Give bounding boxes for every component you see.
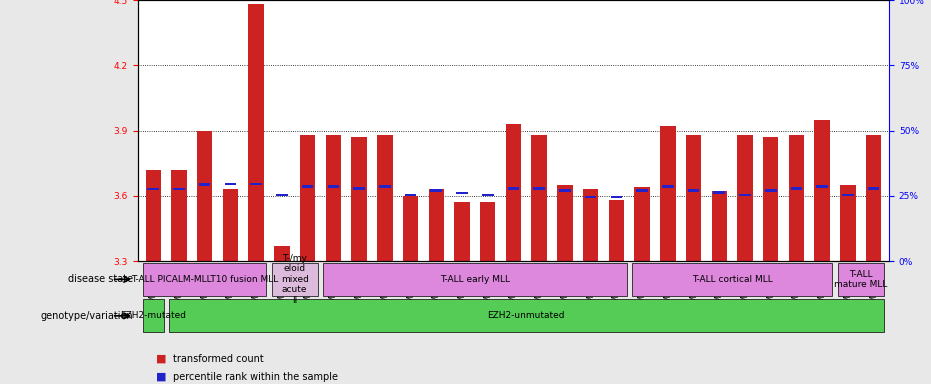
Bar [249, 4, 263, 261]
Bar [274, 246, 290, 261]
Bar [557, 185, 573, 261]
Bar [866, 135, 882, 261]
Bar [173, 188, 184, 190]
Bar [199, 184, 210, 186]
Text: percentile rank within the sample: percentile rank within the sample [173, 372, 338, 382]
Bar [353, 187, 365, 190]
Bar [585, 196, 597, 199]
Bar [300, 135, 316, 261]
Bar [662, 185, 674, 187]
Bar [763, 137, 778, 261]
Text: transformed count: transformed count [173, 354, 263, 364]
Bar [250, 183, 262, 185]
Text: T-ALL cortical MLL: T-ALL cortical MLL [692, 275, 773, 284]
Bar [815, 120, 830, 261]
Bar [147, 188, 159, 190]
Text: T-ALL
mature MLL: T-ALL mature MLL [834, 270, 887, 289]
Bar [816, 185, 828, 187]
Bar [636, 189, 648, 192]
Bar [739, 194, 750, 196]
Bar [379, 185, 391, 187]
Bar [843, 194, 854, 196]
Bar [328, 185, 339, 187]
Bar [482, 194, 493, 196]
Text: T-ALL PICALM-MLLT10 fusion MLL: T-ALL PICALM-MLLT10 fusion MLL [131, 275, 278, 284]
Bar [405, 194, 416, 196]
Text: disease state: disease state [68, 274, 133, 285]
Text: ■: ■ [156, 354, 167, 364]
Text: genotype/variation: genotype/variation [41, 311, 133, 321]
Bar [171, 170, 187, 261]
Bar [480, 202, 495, 261]
Bar [765, 189, 776, 192]
Bar [711, 192, 727, 261]
Bar [583, 189, 599, 261]
Bar [533, 187, 545, 190]
Bar [868, 187, 880, 190]
Bar [430, 189, 442, 192]
Bar [688, 189, 699, 192]
Bar [428, 189, 444, 261]
Bar [277, 194, 288, 196]
Bar [840, 185, 856, 261]
Bar [611, 196, 622, 199]
Text: T-ALL early MLL: T-ALL early MLL [439, 275, 510, 284]
Bar [456, 192, 467, 194]
Bar [560, 189, 571, 192]
Bar [351, 137, 367, 261]
Bar [143, 263, 266, 296]
Bar [686, 135, 701, 261]
Text: EZH2-mutated: EZH2-mutated [120, 311, 186, 320]
Bar [506, 124, 521, 261]
Bar [737, 135, 753, 261]
Bar [609, 200, 624, 261]
Bar [326, 135, 341, 261]
Bar [532, 135, 546, 261]
Bar [507, 187, 519, 190]
Bar [145, 170, 161, 261]
Bar [790, 187, 803, 190]
Bar [789, 135, 804, 261]
Bar [454, 202, 470, 261]
Bar [302, 185, 314, 187]
Bar [197, 131, 212, 261]
Bar [403, 196, 418, 261]
Bar [143, 300, 164, 332]
Bar [632, 263, 832, 296]
Text: T-/my
eloid
mixed
acute
ll: T-/my eloid mixed acute ll [281, 254, 309, 305]
Bar [272, 263, 317, 296]
Bar [223, 189, 238, 261]
Bar [660, 126, 676, 261]
Bar [224, 183, 236, 185]
Bar [838, 263, 884, 296]
Bar [323, 263, 627, 296]
Text: EZH2-unmutated: EZH2-unmutated [488, 311, 565, 320]
Bar [377, 135, 393, 261]
Text: ■: ■ [156, 372, 167, 382]
Bar [634, 187, 650, 261]
Bar [713, 192, 725, 194]
